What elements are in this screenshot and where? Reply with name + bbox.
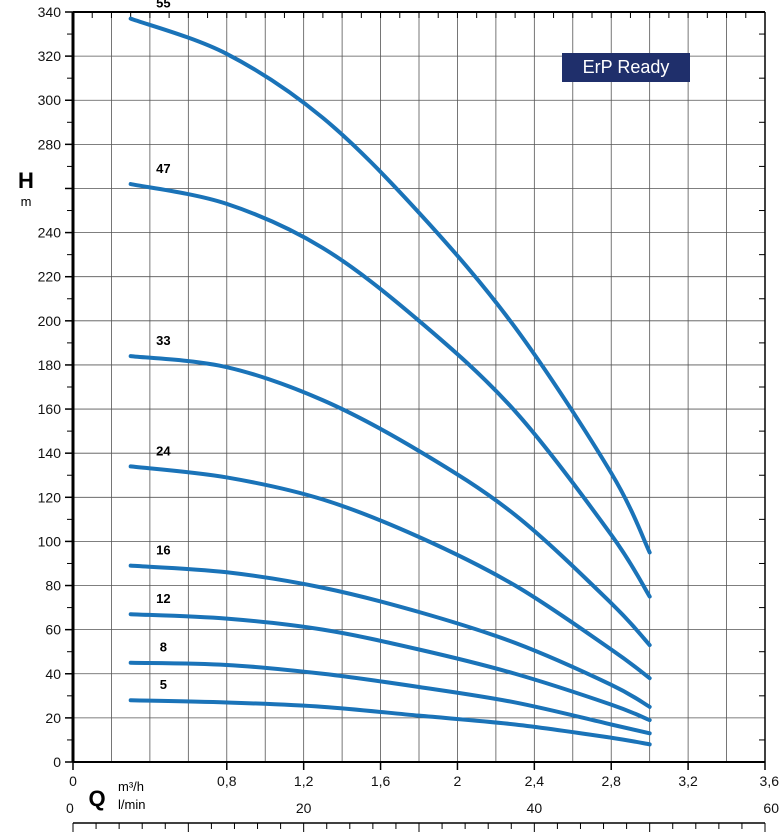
y-tick-label: 180: [38, 357, 62, 373]
x-tick-label: 3,2: [678, 773, 698, 789]
x-secondary-tick-label: 0: [66, 800, 74, 816]
x-tick-label: 0: [69, 773, 77, 789]
curve-24: [128, 464, 652, 681]
y-tick-label: 320: [38, 48, 62, 64]
curve-16: [128, 563, 652, 709]
y-axis-title: H: [18, 168, 34, 193]
curve-label-8: 8: [160, 640, 167, 655]
plot-frame: [67, 11, 766, 763]
y-tick-label: 60: [45, 622, 61, 638]
curve-47: [128, 182, 652, 599]
curve-label-16: 16: [156, 543, 170, 558]
x-tick-label: 1,2: [294, 773, 314, 789]
y-tick-label: 300: [38, 92, 62, 108]
y-tick-label: 140: [38, 445, 62, 461]
y-tick-label: 100: [38, 533, 62, 549]
x-secondary-tick-label: 60: [763, 800, 779, 816]
curve-12: [128, 612, 652, 723]
y-tick-label: 160: [38, 401, 62, 417]
curve-labels: 55 47 33 24 16 12 8 5: [156, 0, 171, 692]
curve-8: [128, 660, 652, 736]
y-tick-label: 340: [38, 4, 62, 20]
curve-label-5: 5: [160, 677, 167, 692]
erp-ready-badge: ErP Ready: [562, 53, 690, 82]
y-tick-label: 220: [38, 269, 62, 285]
y-tick-label: 20: [45, 710, 61, 726]
curve-5: [128, 698, 652, 747]
curve-label-55: 55: [156, 0, 170, 11]
x-tick-label: 3,6: [760, 773, 780, 789]
curve-label-47: 47: [156, 161, 170, 176]
x-axis-ticks: 0 0,8 1,2 1,6 2 2,4 2,8 3,2 3,6 0 20 40 60: [66, 762, 779, 832]
x-tick-label: 0,8: [217, 773, 237, 789]
x-axis-unit-secondary: l/min: [118, 797, 145, 812]
curve-55: [128, 16, 652, 555]
y-tick-label: 200: [38, 313, 62, 329]
curves: [128, 16, 652, 747]
x-tick-label: 2,4: [525, 773, 545, 789]
curve-33: [128, 354, 652, 648]
x-secondary-tick-label: 40: [527, 800, 543, 816]
curve-label-33: 33: [156, 333, 170, 348]
y-axis-unit: m: [21, 194, 32, 209]
x-tick-label: 1,6: [371, 773, 391, 789]
x-tick-label: 2: [454, 773, 462, 789]
y-tick-label: 0: [53, 754, 61, 770]
y-tick-label: 240: [38, 225, 62, 241]
curve-label-12: 12: [156, 591, 170, 606]
x-secondary-tick-label: 20: [296, 800, 312, 816]
x-axis-title: Q: [88, 786, 105, 811]
y-tick-label: 80: [45, 578, 61, 594]
x-axis-unit-primary: m³/h: [118, 779, 144, 794]
grid: [73, 12, 765, 762]
y-tick-label: 40: [45, 666, 61, 682]
x-tick-label: 2,8: [601, 773, 621, 789]
curve-label-24: 24: [156, 443, 171, 458]
y-tick-label: 120: [38, 489, 62, 505]
y-axis-ticks: 0 20 40 60 80 100 120 140 160 180 200 220 240 280 300 3…: [38, 4, 73, 770]
y-tick-label: 280: [38, 136, 62, 152]
